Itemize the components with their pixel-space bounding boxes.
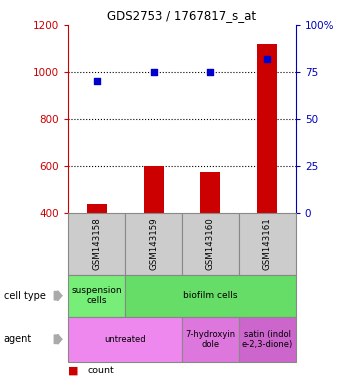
Text: GSM143159: GSM143159 bbox=[149, 217, 158, 270]
Point bbox=[94, 78, 99, 84]
Point bbox=[151, 69, 156, 75]
Text: satin (indol
e-2,3-dione): satin (indol e-2,3-dione) bbox=[242, 329, 293, 349]
Text: GSM143161: GSM143161 bbox=[263, 217, 272, 270]
Text: cell type: cell type bbox=[4, 291, 46, 301]
Text: untreated: untreated bbox=[104, 335, 146, 344]
Bar bbox=[87, 204, 107, 213]
Text: suspension
cells: suspension cells bbox=[71, 286, 122, 305]
Text: agent: agent bbox=[4, 334, 32, 344]
Text: GSM143158: GSM143158 bbox=[92, 217, 101, 270]
Point bbox=[208, 69, 213, 75]
Text: 7-hydroxyin
dole: 7-hydroxyin dole bbox=[186, 329, 236, 349]
Bar bbox=[201, 172, 220, 213]
Text: count: count bbox=[88, 366, 114, 374]
Title: GDS2753 / 1767817_s_at: GDS2753 / 1767817_s_at bbox=[107, 9, 257, 22]
Text: biofilm cells: biofilm cells bbox=[183, 291, 238, 300]
Text: GSM143160: GSM143160 bbox=[206, 217, 215, 270]
Point bbox=[265, 56, 270, 62]
Bar bbox=[257, 44, 277, 213]
Text: ■: ■ bbox=[68, 366, 79, 376]
Bar bbox=[144, 166, 163, 213]
